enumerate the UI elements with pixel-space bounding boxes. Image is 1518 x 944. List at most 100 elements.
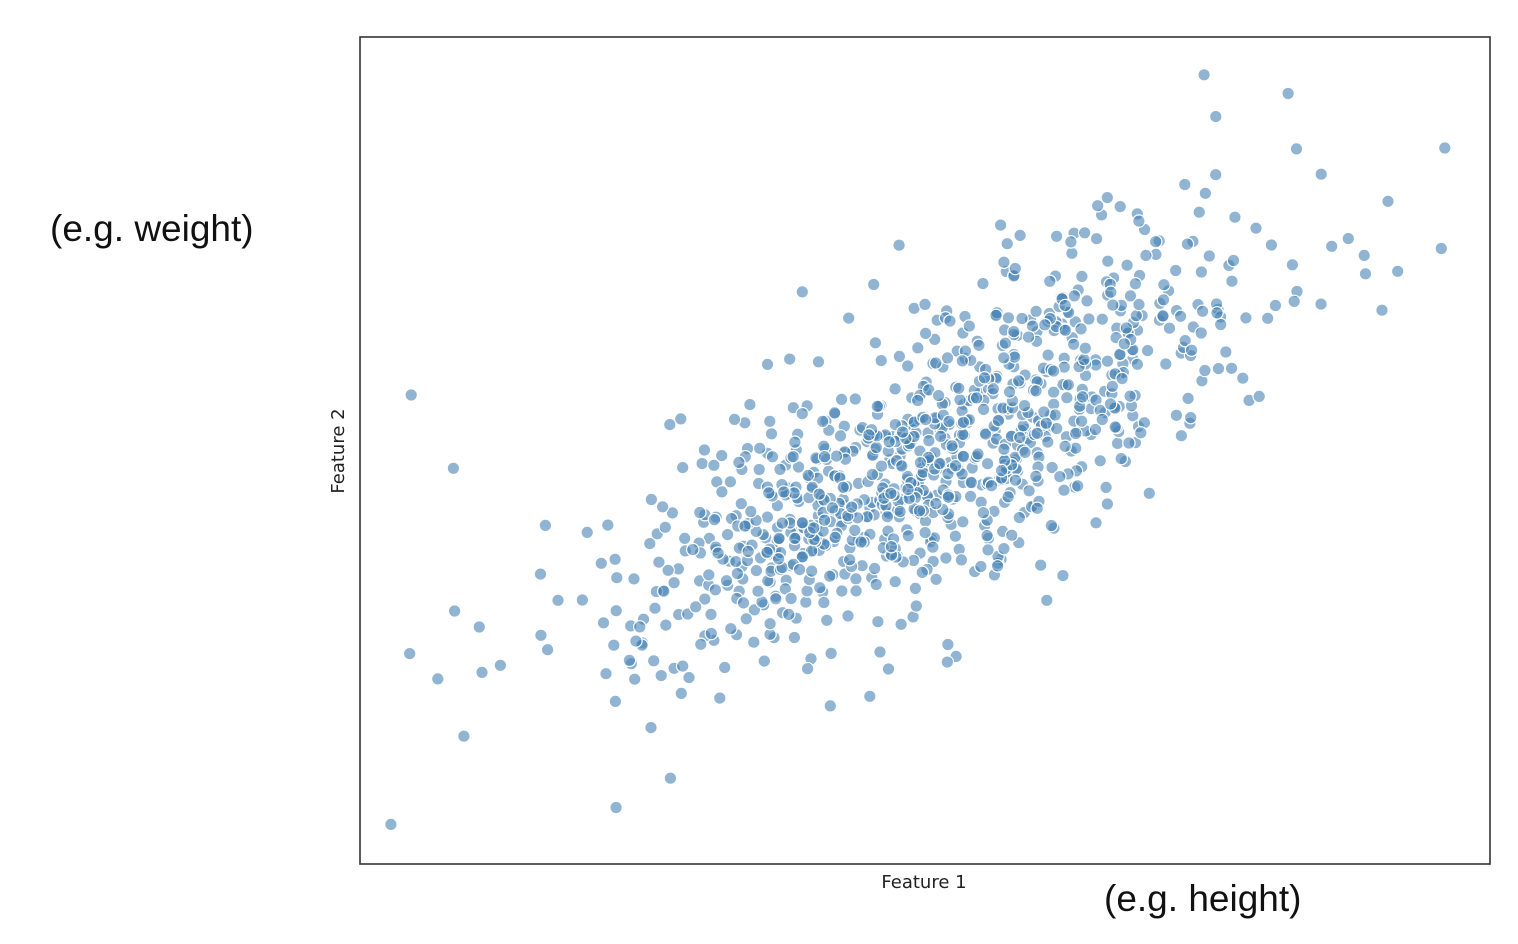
- scatter-point: [1122, 436, 1136, 450]
- scatter-point: [1226, 253, 1241, 268]
- scatter-point: [739, 611, 754, 626]
- scatter-point: [493, 658, 508, 673]
- scatter-point: [781, 607, 796, 622]
- scatter-point: [1061, 377, 1076, 392]
- scatter-point: [941, 637, 955, 652]
- scatter-point: [817, 595, 831, 610]
- scatter-point: [1089, 515, 1103, 530]
- scatter-point: [622, 653, 637, 668]
- scatter-point: [1029, 469, 1043, 484]
- scatter-point: [771, 551, 786, 566]
- scatter-point: [704, 607, 718, 622]
- scatter-point: [1100, 354, 1115, 368]
- scatter-point: [1002, 385, 1017, 399]
- scatter-point: [980, 456, 995, 471]
- scatter-point: [792, 562, 807, 577]
- scatter-point: [1130, 357, 1145, 372]
- scatter-point: [1314, 297, 1328, 311]
- scatter-point: [752, 462, 766, 477]
- scatter-point: [1058, 439, 1072, 454]
- scatter-point: [1089, 231, 1104, 246]
- scatter-point: [997, 541, 1011, 556]
- scatter-point: [918, 326, 933, 341]
- scatter-point: [1264, 238, 1279, 252]
- scatter-point: [757, 654, 772, 668]
- scatter-point: [1093, 453, 1107, 468]
- scatter-point: [1183, 410, 1198, 425]
- scatter-point: [1260, 311, 1275, 326]
- scatter-point: [823, 699, 838, 713]
- scatter-point: [708, 582, 723, 597]
- scatter-point: [1064, 235, 1078, 249]
- scatter-point: [1114, 451, 1128, 466]
- scatter-point: [915, 565, 930, 580]
- scatter-point: [430, 672, 445, 686]
- scatter-point: [1438, 141, 1452, 155]
- scatter-point: [1249, 221, 1263, 235]
- scatter-point: [1066, 337, 1081, 352]
- scatter-point: [765, 449, 780, 464]
- scatter-point: [862, 427, 876, 442]
- scatter-point: [1088, 422, 1103, 437]
- scatter-point: [749, 563, 764, 578]
- scatter-point: [909, 599, 924, 613]
- scatter-point: [990, 559, 1005, 573]
- scatter-point: [1044, 518, 1059, 533]
- scatter-point: [996, 350, 1011, 365]
- scatter-point: [867, 561, 882, 576]
- scatter-point: [1198, 186, 1213, 201]
- scatter-point: [1012, 430, 1027, 445]
- scatter-point: [693, 637, 708, 652]
- scatter-point: [594, 556, 609, 571]
- scatter-point: [1132, 214, 1146, 228]
- scatter-point: [800, 584, 814, 598]
- scatter-point: [1202, 249, 1217, 263]
- scatter-point: [1029, 384, 1043, 398]
- scatter-point: [1074, 414, 1089, 428]
- scatter-point: [836, 480, 850, 495]
- x-axis-example-annotation: (e.g. height): [1104, 878, 1302, 919]
- scatter-point: [1001, 310, 1016, 325]
- scatter-point: [882, 434, 896, 449]
- scatter-point: [1358, 266, 1373, 281]
- scatter-point: [580, 525, 594, 540]
- scatter-point: [928, 356, 943, 370]
- scatter-point: [849, 584, 863, 598]
- scatter-point: [1324, 239, 1339, 254]
- scatter-point: [600, 518, 615, 532]
- scatter-point: [1082, 312, 1096, 326]
- scatter-point: [892, 238, 906, 252]
- scatter-point: [974, 559, 988, 574]
- scatter-point: [942, 414, 956, 429]
- scatter-point: [719, 573, 734, 588]
- scatter-point: [1341, 231, 1356, 246]
- scatter-point: [869, 440, 884, 455]
- scatter-point: [862, 689, 877, 704]
- scatter-point: [993, 218, 1008, 232]
- scatter-point: [1060, 390, 1074, 405]
- scatter-point: [1195, 304, 1210, 319]
- scatter-point: [964, 475, 978, 490]
- scatter-point: [1090, 198, 1105, 213]
- scatter-point: [981, 543, 995, 557]
- scatter-point: [711, 546, 725, 560]
- scatter-point: [1108, 420, 1122, 434]
- scatter-point: [1115, 371, 1129, 386]
- scatter-point: [782, 352, 797, 366]
- scatter-point: [773, 462, 787, 477]
- scatter-point: [457, 729, 471, 743]
- scatter-point: [824, 646, 838, 661]
- scatter-point: [761, 486, 776, 500]
- scatter-point: [800, 661, 815, 676]
- scatter-point: [1162, 321, 1177, 335]
- scatter-point: [953, 392, 967, 407]
- scatter-point: [608, 694, 623, 709]
- scatter-point: [1077, 352, 1091, 367]
- scatter-point: [956, 415, 971, 430]
- scatter-point: [760, 357, 775, 372]
- scatter-point: [940, 351, 955, 365]
- scatter-point: [533, 567, 548, 581]
- scatter-point: [768, 591, 783, 606]
- scatter-point: [609, 603, 623, 618]
- scatter-point: [976, 276, 990, 291]
